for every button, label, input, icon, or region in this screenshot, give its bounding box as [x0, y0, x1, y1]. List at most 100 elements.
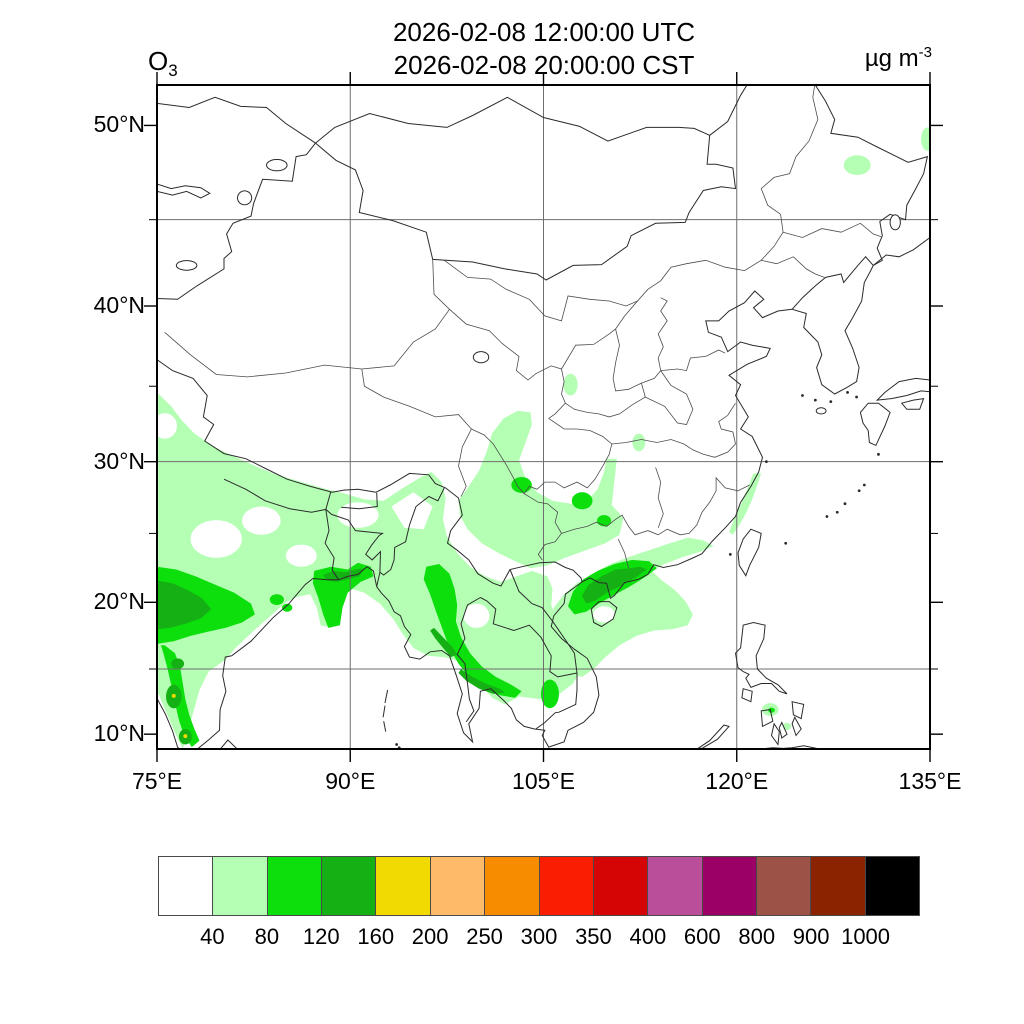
coastline	[383, 721, 387, 732]
small-island	[855, 395, 858, 399]
province-border	[471, 418, 613, 495]
o3-region-120-160	[430, 627, 458, 658]
colorbar-tick-label: 600	[683, 924, 721, 949]
x-tick-label: 90°E	[325, 768, 376, 794]
small-island	[813, 398, 817, 402]
o3-region-below-40	[190, 520, 242, 558]
o3-region-120-160	[582, 566, 647, 604]
o3-region-160-200	[171, 693, 176, 698]
coastline	[456, 597, 481, 723]
map-canvas	[144, 72, 943, 762]
o3-region-80-120	[423, 564, 522, 698]
plot-title: 2026-02-08 12:00:00 UTC 2026-02-08 20:00…	[294, 16, 794, 82]
o3-region-80-120	[269, 594, 284, 605]
pollution-fill-layer	[157, 127, 930, 749]
province-border	[660, 349, 726, 372]
coastline-layer	[157, 85, 930, 749]
island-outline	[737, 528, 762, 577]
island-outline	[590, 601, 618, 628]
small-island	[829, 400, 833, 404]
coastline	[509, 569, 578, 674]
colorbar-cell	[266, 856, 323, 916]
o3-region-below-40	[593, 606, 615, 623]
coastline	[382, 705, 386, 718]
province-border	[561, 300, 638, 370]
small-island	[764, 460, 768, 464]
lake-outline	[175, 260, 198, 271]
coastline	[157, 96, 316, 144]
island-outline	[770, 722, 780, 746]
colorbar-tick-label: 250	[466, 924, 503, 949]
small-island	[862, 483, 866, 487]
colorbar-cell	[538, 856, 594, 916]
island-outline	[875, 377, 930, 401]
colorbar-cell	[212, 856, 268, 916]
small-island	[846, 391, 849, 394]
o3-region-40-80	[552, 537, 714, 677]
colorbar-labels: 40 80 120 160 200 250 300 350 400 600 800 900 1000	[158, 924, 920, 952]
province-border	[612, 297, 668, 392]
coastline	[190, 566, 378, 749]
coastline	[581, 290, 793, 600]
small-island	[857, 489, 861, 493]
coastline	[157, 359, 583, 587]
province-border	[449, 309, 566, 419]
colorbar-cell	[755, 856, 812, 916]
colorbar-cell	[375, 856, 431, 916]
variable-subscript: 3	[168, 61, 178, 81]
x-tick-label: 105°E	[512, 768, 575, 794]
colorbar-tick-label: 200	[411, 924, 449, 949]
o3-region-below-40	[337, 502, 379, 528]
o3-region-below-40	[157, 413, 177, 439]
island-outline	[734, 621, 788, 695]
title-utc: 2026-02-08 12:00:00 UTC	[392, 17, 696, 47]
coastline	[157, 142, 316, 300]
small-island	[877, 452, 880, 456]
o3-region-below-40	[285, 544, 317, 567]
variable-symbol: O	[148, 46, 169, 76]
province-border	[761, 256, 825, 278]
small-island	[784, 541, 788, 545]
colorbar-tick-label: 80	[254, 924, 280, 949]
coastline	[315, 135, 737, 281]
lake-outline	[157, 183, 211, 199]
o3-region-below-40	[463, 603, 490, 628]
o3-region-40-80	[632, 433, 646, 452]
unit-exponent: -3	[918, 44, 932, 61]
colorbar-tick-label: 350	[575, 924, 612, 949]
colorbar-cell	[864, 856, 921, 916]
province-border	[645, 370, 694, 425]
province-border	[164, 259, 451, 378]
colorbar-tick-label: 40	[200, 924, 225, 949]
o3-region-120-160	[458, 669, 505, 694]
o3-region-40-80	[843, 155, 871, 175]
colorbar-cell	[321, 856, 377, 916]
lake-outline	[265, 159, 288, 172]
y-tick-label: 30°N	[93, 447, 145, 474]
unit-text: µg m	[864, 45, 919, 72]
o3-region-80-120	[768, 707, 775, 713]
o3-region-80-120	[540, 679, 559, 709]
coastline	[709, 85, 748, 136]
province-border	[611, 402, 736, 458]
coastline	[220, 739, 238, 749]
unit-label: µg m-3	[700, 44, 932, 73]
province-border	[565, 382, 646, 418]
province-border	[523, 493, 562, 561]
colorbar	[158, 856, 921, 916]
coastline	[384, 689, 389, 704]
province-border	[782, 222, 882, 238]
province-border	[617, 538, 629, 569]
y-tick-label: 50°N	[93, 111, 145, 138]
colorbar-tick-label: 160	[357, 924, 395, 949]
province-border	[655, 467, 664, 528]
lake-outline	[815, 407, 827, 415]
y-tick-label: 40°N	[93, 292, 145, 318]
o3-region-120-160	[171, 658, 185, 669]
colorbar-tick-label: 1000	[841, 924, 891, 949]
tick-layer	[144, 72, 943, 762]
x-tick-label: 75°E	[131, 768, 183, 794]
colorbar-cell	[429, 856, 486, 916]
colorbar-cell	[158, 856, 214, 916]
province-border-layer	[164, 85, 882, 569]
